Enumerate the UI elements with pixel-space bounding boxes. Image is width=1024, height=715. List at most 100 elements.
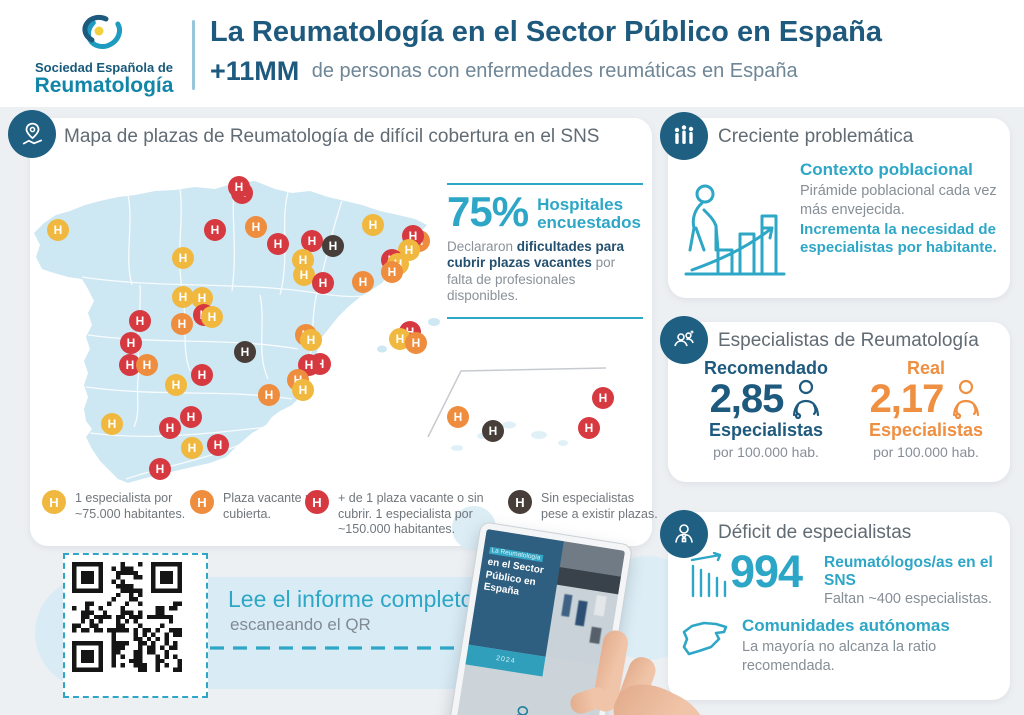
svg-text:H: H: [409, 229, 418, 243]
specialists-card-title: Especialistas de Reumatología: [718, 330, 979, 351]
legend-dot-red: H: [305, 490, 329, 514]
svg-text:H: H: [172, 378, 181, 392]
deficit-text-block: Reumatólogos/as en el SNS Faltan ~400 es…: [824, 554, 1008, 607]
logo-text-line2: Reumatología: [34, 74, 174, 97]
survey-stat-desc: Declararon dificultades para cubrir plaz…: [447, 239, 643, 305]
map-marker-r: H: [180, 406, 202, 428]
qr-code-frame: [63, 553, 208, 698]
svg-text:H: H: [489, 424, 498, 438]
svg-text:H: H: [405, 243, 414, 257]
map-marker-y: H: [292, 379, 314, 401]
page-subtitle: de personas con enfermedades reumáticas …: [311, 60, 798, 82]
population-stat: +11MM: [210, 56, 300, 86]
survey-stat-block: 75% Hospitales encuestados Declararon di…: [447, 183, 643, 319]
survey-desc-pre: Declararon: [447, 238, 517, 254]
recommended-value: 2,85: [709, 377, 785, 421]
map-pin-icon: [22, 122, 42, 145]
svg-text:H: H: [188, 441, 197, 455]
map-marker-y: H: [47, 219, 69, 241]
svg-text:H: H: [299, 253, 308, 267]
canary-inset-border: [427, 367, 607, 438]
people-bars-icon: [674, 125, 694, 144]
svg-text:H: H: [214, 438, 223, 452]
people-group-icon: [674, 330, 694, 347]
legend-dot-orange: H: [190, 490, 214, 514]
svg-text:H: H: [178, 317, 187, 331]
legend-dot-letter: H: [515, 494, 525, 510]
qr-title: Lee el informe completo: [228, 586, 474, 612]
page-subtitle-row: +11MM de personas con enfermedades reumá…: [210, 56, 1010, 87]
recommended-per: por 100.000 hab.: [713, 444, 819, 460]
deficit-card-title: Déficit de especialistas: [718, 522, 912, 543]
qr-code: [72, 562, 182, 672]
svg-text:H: H: [396, 332, 405, 346]
map-marker-r: H: [119, 354, 141, 376]
map-marker-r: H: [120, 332, 142, 354]
svg-text:H: H: [406, 325, 415, 339]
deficit-icon-circle: [660, 510, 708, 558]
svg-text:H: H: [54, 223, 63, 237]
deficit-label: Reumatólogos/as en el SNS: [824, 554, 993, 589]
legend-label: Plaza vacante no cubierta.: [223, 491, 319, 521]
svg-text:H: H: [319, 276, 328, 290]
map-marker-y: H: [362, 214, 384, 236]
svg-text:H: H: [198, 291, 207, 305]
contexto-highlight: Incrementa la necesidad de especialistas…: [800, 220, 997, 257]
svg-text:H: H: [127, 336, 136, 350]
problem-card-title: Creciente problemática: [718, 126, 914, 147]
svg-text:H: H: [274, 237, 283, 251]
svg-text:H: H: [179, 290, 188, 304]
doctor-icon-blue: [793, 379, 820, 419]
recommended-label: Recomendado: [703, 358, 829, 378]
qr-subtitle: escaneando el QR: [230, 615, 371, 634]
card-especialistas: [668, 322, 1010, 482]
region-body: La mayoría no alcanza la ratio recomenda…: [742, 639, 937, 674]
svg-text:H: H: [187, 410, 196, 424]
svg-text:H: H: [412, 336, 421, 350]
map-marker-o: H: [381, 261, 403, 283]
svg-text:H: H: [179, 251, 188, 265]
ser-logo: Sociedad Española de Reumatología: [24, 10, 184, 97]
legend-dot-dark: H: [508, 490, 532, 514]
real-per: por 100.000 hab.: [873, 444, 979, 460]
svg-text:H: H: [305, 358, 314, 372]
tablet-cover: La Reumatología en el Sector Público en …: [468, 529, 565, 657]
page-title: La Reumatología en el Sector Público en …: [210, 16, 882, 48]
svg-text:H: H: [208, 310, 217, 324]
map-marker-y: H: [201, 306, 223, 328]
map-marker-y: H: [172, 247, 194, 269]
map-marker-r: H: [592, 387, 614, 409]
legend-item: H Sin especialistas pese a existir plaza…: [508, 490, 664, 522]
legend-item: H Plaza vacante no cubierta.: [190, 490, 324, 522]
map-marker-k: H: [234, 341, 256, 363]
header: Sociedad Española de Reumatología La Reu…: [0, 0, 1024, 107]
tablet-photo-figure: [593, 595, 607, 617]
ser-logo-icon: [82, 14, 123, 50]
map-section-icon-circle: [8, 110, 56, 158]
tablet-photo-figure: [575, 600, 588, 627]
map-marker-r: H: [267, 233, 289, 255]
doctor-icon-orange: [953, 379, 980, 419]
map-marker-r: H: [207, 434, 229, 456]
map-marker-r: H: [129, 310, 151, 332]
real-column: Real 2,17 Especialistas por 100.000 hab.: [848, 358, 1004, 460]
map-marker-r: H: [578, 417, 600, 439]
svg-text:H: H: [198, 368, 207, 382]
map-marker-y: H: [165, 374, 187, 396]
tablet-photo-figure: [560, 594, 573, 618]
deficit-value: 994: [730, 546, 803, 597]
map-marker-k: H: [322, 235, 344, 257]
specialists-icon-circle: [660, 316, 708, 364]
svg-text:H: H: [329, 239, 338, 253]
map-marker-o: H: [405, 332, 427, 354]
contexto-body: Pirámide poblacional cada vez más enveje…: [800, 183, 997, 218]
survey-stat-label: Hospitales encuestados: [537, 195, 641, 232]
svg-text:H: H: [235, 180, 244, 194]
svg-text:H: H: [369, 218, 378, 232]
svg-text:H: H: [252, 220, 261, 234]
svg-text:H: H: [265, 388, 274, 402]
tablet-photo-figure: [589, 627, 602, 645]
